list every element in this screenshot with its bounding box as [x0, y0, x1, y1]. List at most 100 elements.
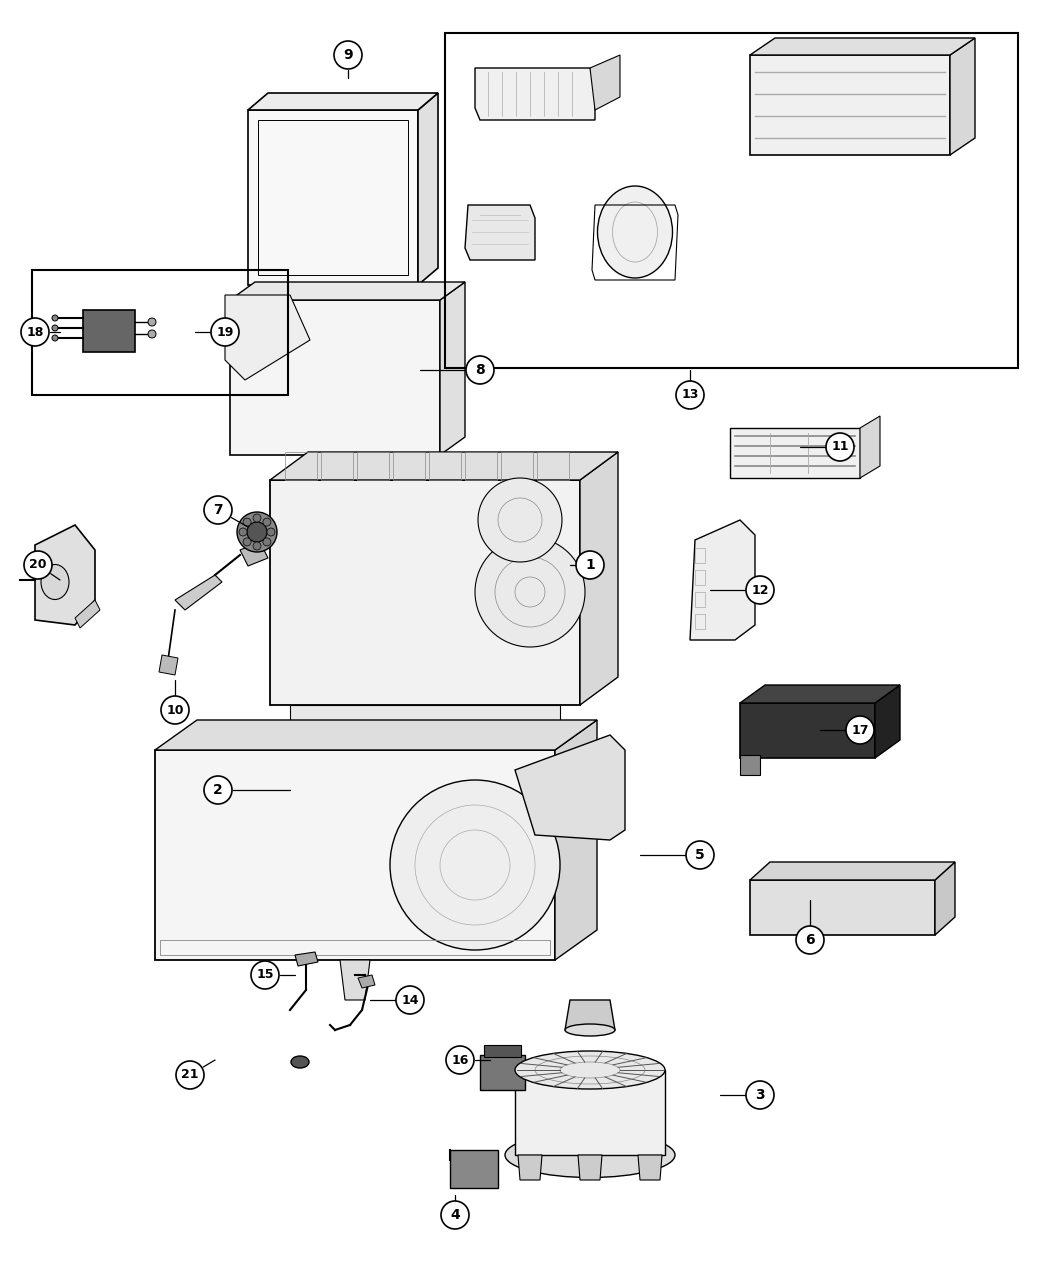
- Polygon shape: [514, 734, 625, 840]
- Circle shape: [244, 538, 251, 546]
- Polygon shape: [248, 93, 438, 110]
- Polygon shape: [155, 720, 597, 750]
- Polygon shape: [750, 55, 950, 156]
- Text: 5: 5: [695, 848, 705, 862]
- Polygon shape: [565, 1000, 615, 1030]
- Circle shape: [262, 538, 271, 546]
- Circle shape: [237, 513, 277, 552]
- Circle shape: [262, 518, 271, 527]
- Polygon shape: [295, 952, 318, 966]
- Circle shape: [676, 381, 704, 409]
- Polygon shape: [875, 685, 900, 759]
- Polygon shape: [75, 601, 100, 629]
- Circle shape: [247, 521, 267, 542]
- Text: 4: 4: [450, 1207, 460, 1221]
- Text: 9: 9: [343, 48, 353, 62]
- Polygon shape: [690, 520, 755, 640]
- Circle shape: [211, 317, 239, 346]
- Bar: [83, 310, 135, 352]
- Circle shape: [253, 514, 261, 521]
- Circle shape: [24, 551, 52, 579]
- Text: 15: 15: [256, 969, 274, 982]
- Polygon shape: [230, 300, 440, 455]
- Ellipse shape: [291, 1056, 309, 1068]
- Polygon shape: [35, 525, 94, 625]
- Text: 12: 12: [751, 584, 769, 597]
- Polygon shape: [950, 38, 975, 156]
- Text: 6: 6: [805, 933, 815, 947]
- Circle shape: [251, 961, 279, 989]
- Text: 3: 3: [755, 1088, 764, 1102]
- Polygon shape: [270, 453, 618, 479]
- Polygon shape: [290, 705, 560, 731]
- Polygon shape: [740, 703, 875, 759]
- Text: 11: 11: [832, 440, 848, 454]
- Circle shape: [52, 325, 58, 332]
- Text: 16: 16: [452, 1053, 468, 1066]
- Polygon shape: [740, 685, 900, 703]
- Text: 13: 13: [681, 389, 698, 402]
- Polygon shape: [740, 755, 760, 775]
- Polygon shape: [225, 295, 310, 380]
- Circle shape: [148, 330, 156, 338]
- Circle shape: [576, 551, 604, 579]
- Polygon shape: [240, 542, 268, 566]
- Text: 21: 21: [182, 1068, 198, 1081]
- Bar: [32, 270, 288, 395]
- Polygon shape: [270, 479, 580, 705]
- Circle shape: [239, 528, 247, 536]
- Text: 17: 17: [852, 723, 868, 737]
- Circle shape: [267, 528, 275, 536]
- Circle shape: [466, 356, 493, 384]
- Text: 18: 18: [26, 325, 44, 338]
- Circle shape: [846, 717, 874, 745]
- Polygon shape: [730, 428, 860, 478]
- Circle shape: [746, 1081, 774, 1109]
- Circle shape: [253, 542, 261, 550]
- Text: 19: 19: [216, 325, 234, 338]
- Polygon shape: [159, 655, 178, 674]
- Circle shape: [796, 926, 824, 954]
- Polygon shape: [155, 750, 555, 960]
- Polygon shape: [175, 575, 222, 609]
- Circle shape: [52, 315, 58, 321]
- Circle shape: [148, 317, 156, 326]
- Polygon shape: [638, 1155, 662, 1179]
- Polygon shape: [475, 68, 595, 120]
- Circle shape: [204, 496, 232, 524]
- Circle shape: [475, 537, 585, 646]
- Circle shape: [478, 478, 562, 562]
- Polygon shape: [934, 862, 956, 935]
- Circle shape: [52, 335, 58, 340]
- Bar: [445, 33, 1018, 368]
- Polygon shape: [465, 205, 536, 260]
- Circle shape: [161, 696, 189, 724]
- Polygon shape: [580, 453, 618, 705]
- Ellipse shape: [41, 565, 69, 599]
- Polygon shape: [860, 416, 880, 478]
- Text: 2: 2: [213, 783, 223, 797]
- Polygon shape: [248, 110, 418, 286]
- Ellipse shape: [514, 1051, 665, 1089]
- Polygon shape: [340, 960, 370, 1000]
- Text: 1: 1: [585, 558, 595, 572]
- Polygon shape: [440, 282, 465, 455]
- Circle shape: [441, 1201, 469, 1229]
- Text: 7: 7: [213, 504, 223, 516]
- Circle shape: [334, 41, 362, 69]
- Ellipse shape: [505, 1132, 675, 1178]
- Circle shape: [826, 434, 854, 462]
- Circle shape: [244, 518, 251, 527]
- Polygon shape: [358, 975, 375, 988]
- Text: 14: 14: [401, 993, 419, 1006]
- Text: 10: 10: [166, 704, 184, 717]
- Polygon shape: [750, 38, 975, 55]
- Polygon shape: [514, 1070, 665, 1155]
- Ellipse shape: [565, 1024, 615, 1037]
- Bar: [450, 1150, 498, 1188]
- Text: 20: 20: [29, 558, 47, 571]
- Text: 8: 8: [475, 363, 485, 377]
- Circle shape: [204, 776, 232, 805]
- Polygon shape: [518, 1155, 542, 1179]
- Circle shape: [21, 317, 49, 346]
